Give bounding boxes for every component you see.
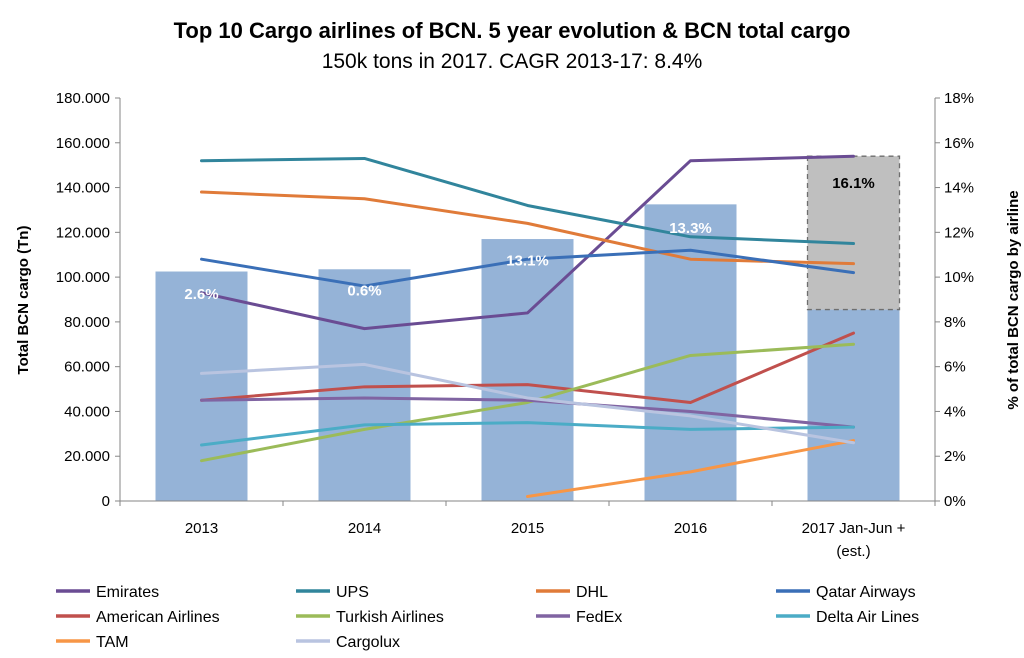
legend-label-emirates: Emirates xyxy=(96,584,159,601)
line-dhl xyxy=(200,190,855,266)
chart-subtitle: 150k tons in 2017. CAGR 2013-17: 8.4% xyxy=(321,50,703,73)
y-tick-label: 120.000 xyxy=(56,224,110,241)
bar-2015 xyxy=(481,239,574,502)
bar-2017 xyxy=(807,309,900,501)
estimate-label: 16.1% xyxy=(832,175,875,192)
y-tick-label: 20.000 xyxy=(64,448,110,465)
line-turkish-airlines xyxy=(200,342,855,463)
y-tick-label: 140.000 xyxy=(56,180,110,197)
y-tick-label: 180.000 xyxy=(56,90,110,107)
legend-label-ups: UPS xyxy=(336,584,369,601)
legend-label-american-airlines: American Airlines xyxy=(96,609,220,626)
bar-label-2014: 0.6% xyxy=(347,283,381,300)
y2-tick-label: 2% xyxy=(944,448,966,465)
y2-tick-label: 8% xyxy=(944,314,966,331)
legend-label-delta-air-lines: Delta Air Lines xyxy=(816,609,919,626)
y2-tick-label: 4% xyxy=(944,403,966,420)
x-tick-label: (est.) xyxy=(836,543,870,560)
y2-tick-label: 14% xyxy=(944,180,974,197)
plot-area: 2.6% 0.6% 13.1% 13.3% 16.1% xyxy=(155,154,901,502)
y2-tick-label: 6% xyxy=(944,359,966,376)
bar-label-2013: 2.6% xyxy=(184,286,218,303)
line-tam xyxy=(526,439,855,499)
legend-label-tam: TAM xyxy=(96,634,129,651)
legend-label-fedex: FedEx xyxy=(576,609,622,626)
legend-label-cargolux: Cargolux xyxy=(336,634,400,651)
y2-tick-label: 0% xyxy=(944,493,966,510)
y-tick-label: 60.000 xyxy=(64,359,110,376)
bar-label-2015: 13.1% xyxy=(506,252,549,269)
y-tick-label: 80.000 xyxy=(64,314,110,331)
legend-label-qatar-airways: Qatar Airways xyxy=(816,584,916,601)
y2-tick-label: 12% xyxy=(944,224,974,241)
line-qatar-airways xyxy=(200,248,855,288)
x-tick-label: 2013 xyxy=(185,520,218,537)
x-tick-label: 2015 xyxy=(511,520,544,537)
axes: 0 20.000 40.000 60.000 80.000 100.000 120.000 1… xyxy=(56,90,974,560)
y-axis-label: Total BCN cargo (Tn) xyxy=(15,226,32,375)
line-cargolux xyxy=(200,362,855,445)
estimate-box xyxy=(806,155,901,311)
line-emirates xyxy=(200,154,855,331)
y2-axis-label: % of total BCN cargo by airline xyxy=(1005,190,1022,409)
y-tick-label: 100.000 xyxy=(56,269,110,286)
y-tick-label: 40.000 xyxy=(64,403,110,420)
x-tick-label: 2014 xyxy=(348,520,381,537)
line-american-airlines xyxy=(200,331,855,404)
legend-label-dhl: DHL xyxy=(576,584,608,601)
legend-label-turkish-airlines: Turkish Airlines xyxy=(336,609,444,626)
line-ups xyxy=(200,156,855,246)
y2-tick-label: 16% xyxy=(944,135,974,152)
legend: Emirates UPS DHL Qatar Airways American Airl… xyxy=(56,584,919,651)
x-tick-label: 2016 xyxy=(674,520,707,537)
y-tick-label: 0 xyxy=(102,493,110,510)
y2-tick-label: 18% xyxy=(944,90,974,107)
chart-title: Top 10 Cargo airlines of BCN. 5 year evo… xyxy=(173,18,851,43)
y-tick-label: 160.000 xyxy=(56,135,110,152)
x-tick-label: 2017 Jan-Jun + xyxy=(802,520,906,537)
y2-tick-label: 10% xyxy=(944,269,974,286)
line-delta-air-lines xyxy=(200,421,855,447)
line-fedex xyxy=(200,396,855,429)
bar-2013 xyxy=(155,271,248,501)
bar-label-2016: 13.3% xyxy=(669,220,712,237)
